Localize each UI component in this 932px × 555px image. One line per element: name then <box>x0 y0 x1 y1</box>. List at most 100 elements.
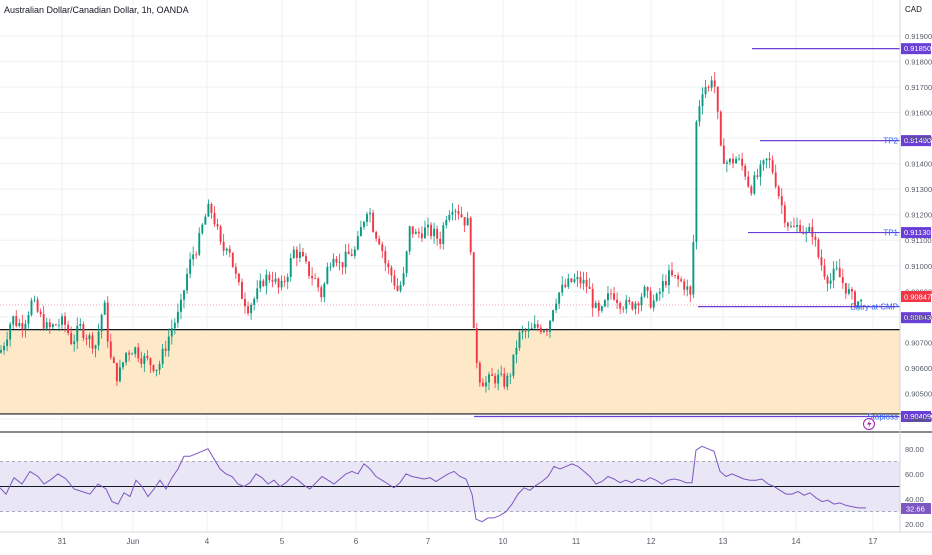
candle-body <box>692 241 695 295</box>
candle-body <box>91 335 94 349</box>
candle-body <box>533 324 536 329</box>
candle-body <box>707 87 710 88</box>
candle-body <box>457 210 460 215</box>
candle-body <box>176 311 179 323</box>
time-tick-label: 10 <box>499 537 508 546</box>
candle-body <box>735 158 737 164</box>
candle-body <box>323 283 326 298</box>
candle-body <box>488 374 490 383</box>
candle-body <box>3 345 5 351</box>
candle-body <box>247 306 249 314</box>
candle-body <box>567 278 570 287</box>
candle-body <box>561 284 564 293</box>
candle-body <box>771 160 774 173</box>
candle-body <box>100 314 103 332</box>
candle-body <box>783 205 786 223</box>
candle-body <box>6 339 9 346</box>
candle-body <box>570 278 573 282</box>
candle-body <box>796 224 798 227</box>
level-price-bg-stoploss <box>901 411 931 423</box>
rsi-line <box>0 445 866 523</box>
rsi-value-tag: 32.66 <box>901 503 931 514</box>
candle-body <box>613 293 615 300</box>
candle-body <box>207 203 210 217</box>
symbol-title[interactable]: Australian Dollar/Canadian Dollar, 1h, O… <box>4 5 189 15</box>
candle-body <box>585 279 588 287</box>
time-tick-label: 14 <box>792 537 801 546</box>
price-tick-label: 0.91000 <box>905 262 932 271</box>
candle-body <box>759 164 762 177</box>
current-price-tag: 0.90847 <box>901 291 931 302</box>
time-tick-label: 7 <box>426 537 431 546</box>
candle-body <box>271 279 274 282</box>
candle-body <box>204 216 207 225</box>
candle-body <box>549 320 551 332</box>
rsi-axis[interactable]: 80.00 60.00 40.00 20.00 <box>905 445 924 529</box>
candle-body <box>103 302 106 315</box>
candle-body <box>722 145 725 164</box>
candle-body <box>436 228 439 239</box>
candle-body <box>48 322 51 328</box>
time-tick-label: 17 <box>869 537 878 546</box>
candle-body <box>793 226 795 227</box>
candle-body <box>536 324 539 328</box>
candle-body <box>591 288 594 308</box>
time-tick-label: 31 <box>58 537 67 546</box>
candle-body <box>170 328 173 337</box>
candle-body <box>402 273 405 285</box>
candle-body <box>564 284 567 287</box>
candle-body <box>649 290 652 308</box>
candle-body <box>427 224 429 228</box>
candle-body <box>719 111 722 146</box>
candle-body <box>420 233 423 239</box>
alert-icon[interactable] <box>863 418 875 430</box>
candle-body <box>506 375 509 387</box>
candle-body <box>512 354 515 376</box>
candle-body <box>67 324 70 334</box>
candle-body <box>729 158 731 163</box>
candle-body <box>115 362 118 382</box>
candle-body <box>823 265 826 277</box>
candle-body <box>137 347 140 359</box>
candle-body <box>579 277 582 284</box>
candle-body <box>439 238 442 245</box>
candle-body <box>603 300 606 307</box>
candle-body <box>134 347 137 354</box>
candle-body <box>97 331 100 346</box>
candle-body <box>738 158 741 160</box>
candle-body <box>408 226 411 252</box>
candle-body <box>277 278 280 288</box>
candle-body <box>442 225 445 245</box>
candle-body <box>652 300 655 308</box>
candle-body <box>112 357 115 363</box>
level-price-bg-tp2 <box>901 135 931 147</box>
candle-body <box>661 281 664 292</box>
candle-body <box>625 299 628 309</box>
candle-body <box>314 278 317 280</box>
level-label-tp1: TP1 <box>883 229 898 238</box>
price-tick-label: 0.91300 <box>905 185 932 194</box>
candle-body <box>433 228 436 237</box>
candle-body <box>485 382 487 387</box>
candle-body <box>15 316 18 327</box>
price-tick-label: 0.90700 <box>905 338 932 347</box>
price-tick-label: 0.91600 <box>905 109 932 118</box>
candle-body <box>122 362 124 368</box>
time-axis[interactable]: 31 Jun 4 5 6 7 10 11 12 13 14 17 <box>58 537 878 546</box>
candle-body <box>347 251 350 255</box>
candle-body <box>356 236 359 250</box>
candle-body <box>481 382 484 387</box>
candle-body <box>774 172 777 187</box>
candle-body <box>814 236 817 240</box>
candle-body <box>9 324 12 340</box>
candle-body <box>475 328 478 363</box>
time-tick-label: 6 <box>354 537 359 546</box>
level-price-tp1: 0.91130 <box>904 228 931 237</box>
rsi-value-text: 32.66 <box>906 505 925 514</box>
candle-body <box>305 256 307 262</box>
candle-body <box>274 278 277 282</box>
candle-body <box>756 175 759 177</box>
currency-label[interactable]: CAD <box>905 5 922 14</box>
